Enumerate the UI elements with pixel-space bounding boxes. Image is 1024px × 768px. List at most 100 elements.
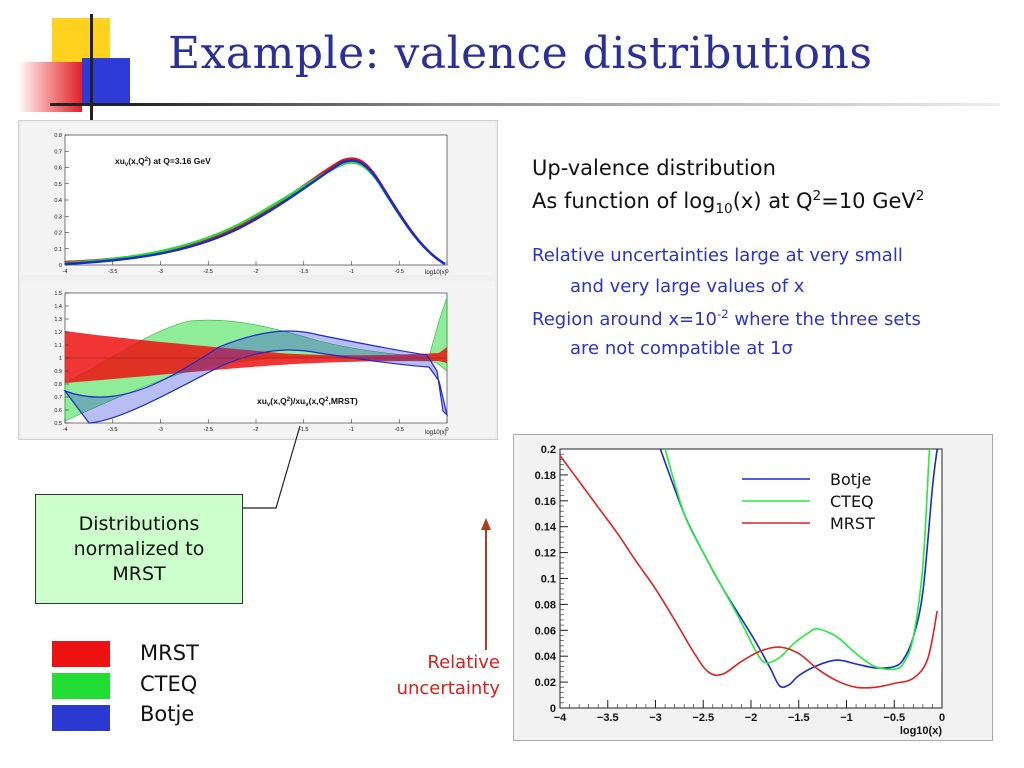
ratio-xtick-label: -0.5 [395, 427, 404, 433]
bullet-1-line-2: and very large values of x [570, 276, 805, 297]
ratio-xtick-label: 0 [445, 427, 448, 433]
ratio-y-ticks: 0.5 0.6 0.7 0.8 0.9 1 1.1 1.2 1.3 1.4 1.5 [54, 291, 69, 427]
ratio-band-botje [63, 330, 449, 424]
callout-line-2: normalized to [73, 537, 205, 560]
top-plot-frame [64, 134, 448, 266]
top-ytick-label: 0.1 [54, 247, 62, 253]
sigma-symbol: σ [781, 338, 793, 359]
top-xtick-label: -4 [63, 269, 68, 275]
text-line-1: Up-valence distribution [532, 156, 776, 180]
chart-ytick-label: 0.2 [541, 444, 556, 456]
chart-legend-label-cteq: CTEQ [830, 492, 874, 511]
chart-xtick-label: −0.5 [883, 712, 905, 724]
series-line-mrst [560, 455, 938, 689]
top-ytick-label: 0.5 [54, 182, 62, 188]
callout-line-1: Distributions [78, 512, 200, 535]
legend-swatch-cteq [52, 673, 110, 699]
chart-ytick-label: 0.1 [541, 574, 556, 586]
top-xtick-label: -2 [254, 269, 259, 275]
top-xtick-label: -1 [349, 269, 354, 275]
relative-label-line-2: uncertainty [396, 678, 500, 699]
chart-legend-label-mrst: MRST [830, 514, 875, 533]
top-ytick-label: 0.4 [54, 198, 62, 204]
chart-xtick-label: −3.5 [597, 712, 619, 724]
legend-swatch-botje [52, 705, 110, 731]
chart-xaxis-label: log10(x) [900, 725, 943, 737]
top-x-ticks: -4 -3.5 -3 -2.5 -2 -1.5 -1 -0.5 0 [63, 261, 449, 275]
chart-ytick-label: 0.18 [535, 470, 556, 482]
top-ytick-label: 0 [59, 263, 62, 269]
chart-xtick-label: −3 [649, 712, 662, 724]
ratio-xtick-label: -1.5 [299, 427, 308, 433]
title-underline [50, 103, 1000, 106]
top-xtick-label: -0.5 [395, 269, 404, 275]
chart-xtick-label: −4 [554, 712, 567, 724]
top-xaxis-label: log10(x) [425, 270, 447, 276]
chart-ytick-label: 0.08 [535, 599, 556, 611]
bullet-1-line-1: Relative uncertainties large at very sma… [532, 245, 903, 266]
chart-xtick-label: 0 [939, 712, 945, 724]
chart-legend-label-botje: Botje [830, 470, 871, 489]
top-curve-botje [64, 159, 446, 266]
ratio-xtick-label: -3 [158, 427, 163, 433]
top-ytick-label: 0.8 [54, 133, 62, 139]
normalization-callout: Distributions normalized to MRST [35, 494, 243, 604]
pdf-figure: xuv(x,Q2) at Q=3.16 GeV -4 -3.5 -3 -2.5 -2 -1… [18, 120, 498, 440]
legend-swatch-mrst [52, 641, 110, 667]
bullet-2-line-2: are not compatible at 1σ [570, 338, 793, 359]
legend-label-cteq: CTEQ [140, 672, 198, 696]
slide-title: Example: valence distributions [168, 28, 873, 79]
chart-ytick-label: 0.14 [535, 522, 557, 534]
top-ytick-label: 0.3 [54, 214, 62, 220]
ratio-band-mrst [65, 331, 447, 383]
legend-label-botje: Botje [140, 702, 195, 726]
ratio-xaxis-label: log10(x) [425, 430, 447, 436]
legend-label-mrst: MRST [140, 641, 199, 665]
top-ytick-label: 0.6 [54, 166, 62, 172]
top-xtick-label: -2.5 [204, 269, 213, 275]
callout-line-3: MRST [112, 562, 166, 585]
ratio-ytick-label: 1.5 [54, 291, 62, 297]
uncertainty-arrow-head [481, 518, 491, 530]
chart-ytick-label: 0.06 [535, 625, 556, 637]
ratio-ytick-label: 1.1 [54, 343, 62, 349]
text-line-2: As function of log10(x) at Q2=10 GeV2 [532, 188, 925, 218]
chart-plot-area [559, 448, 943, 709]
ratio-ytick-label: 1.2 [54, 330, 62, 336]
ratio-ytick-label: 1.3 [54, 317, 62, 323]
ratio-xtick-label: -4 [63, 427, 68, 433]
ratio-xtick-label: -3.5 [108, 427, 117, 433]
chart-ytick-label: 0.04 [535, 651, 557, 663]
chart-ytick-label: 0.12 [535, 548, 556, 560]
bullet-2-line-1: Region around x=10-2 where the three set… [532, 307, 921, 330]
ratio-ytick-label: 0.9 [54, 369, 62, 375]
ratio-ytick-label: 1 [59, 356, 62, 362]
chart-xtick-label: −1.5 [788, 712, 810, 724]
chart-xtick-label: −1 [840, 712, 853, 724]
chart-ytick-label: 0.02 [535, 677, 556, 689]
top-plot-label: xuv(x,Q2) at Q=3.16 GeV [115, 156, 211, 168]
ratio-ytick-label: 0.5 [54, 421, 62, 427]
chart-ytick-label: 0.16 [535, 496, 556, 508]
decor-vertical-line [90, 14, 93, 122]
series-line-cteq [664, 449, 934, 671]
chart-xtick-label: −2 [745, 712, 758, 724]
pdf-figure-svg: xuv(x,Q2) at Q=3.16 GeV -4 -3.5 -3 -2.5 -2 -1… [21, 123, 495, 437]
ratio-ytick-label: 1.4 [54, 304, 62, 310]
ratio-xtick-label: -2.5 [204, 427, 213, 433]
ratio-xtick-label: -2 [254, 427, 259, 433]
relative-uncertainty-label: Relative uncertainty [397, 650, 500, 702]
ratio-ytick-label: 0.7 [54, 395, 62, 401]
top-ytick-label: 0.2 [54, 231, 62, 237]
top-ytick-label: 0.7 [54, 149, 62, 155]
ratio-ytick-label: 0.6 [54, 408, 62, 414]
top-xtick-label: -3 [158, 269, 163, 275]
chart-ytick-label: 0 [550, 703, 556, 715]
uncertainty-chart: −4 −3.5 −3 −2.5 −2 −1.5 −1 −0.5 0 0 0.02 0.04 0.06 0.… [513, 434, 993, 741]
top-xtick-label: -3.5 [108, 269, 117, 275]
top-y-ticks: 0 0.1 0.2 0.3 0.4 0.5 0.6 0.7 0.8 [54, 133, 69, 269]
ratio-xtick-label: -1 [349, 427, 354, 433]
relative-label-line-1: Relative [427, 652, 500, 673]
ratio-plot-label: xuv(x,Q2)/xuv(x,Q2,MRST) [257, 396, 358, 408]
uncertainty-chart-svg: −4 −3.5 −3 −2.5 −2 −1.5 −1 −0.5 0 0 0.02 0.04 0.06 0.… [514, 435, 992, 740]
